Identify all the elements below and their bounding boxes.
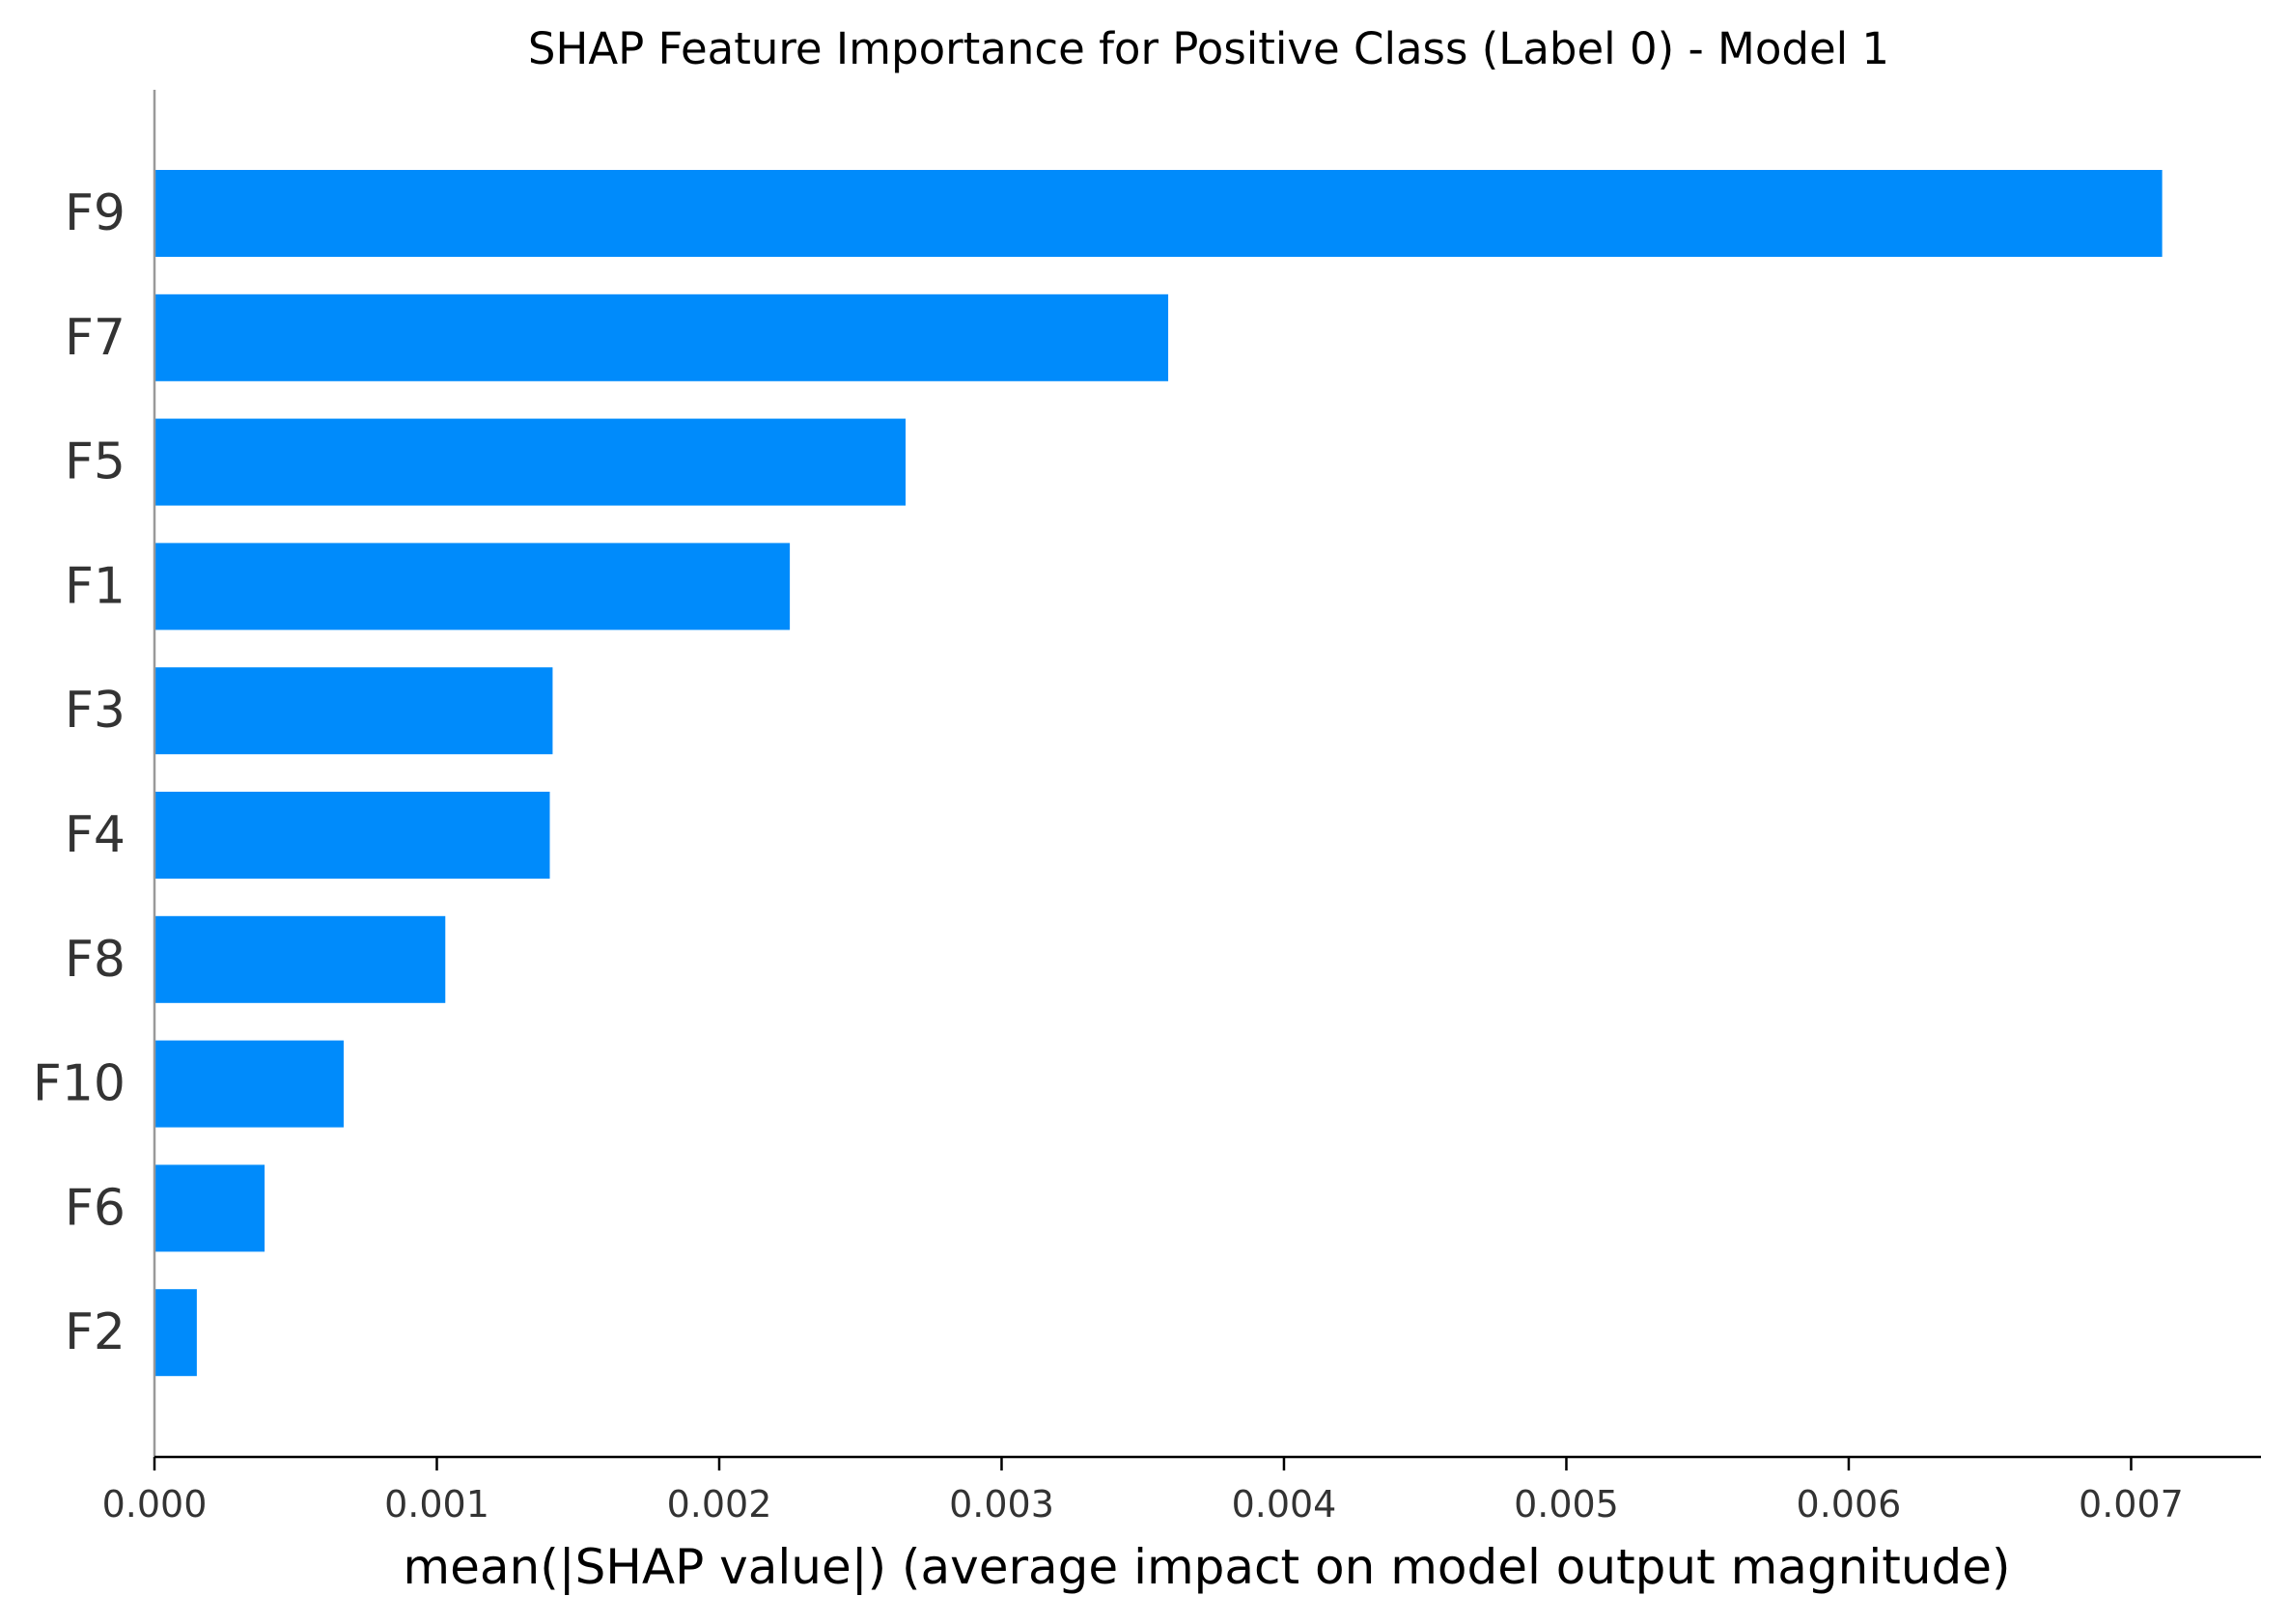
x-ticks: 0.000 0.001 0.002 0.003 0.004 0.005 0.006 0.007 — [102, 1457, 2184, 1526]
chart-title: SHAP Feature Importance for Positive Cla… — [528, 23, 1889, 74]
bar-f9 — [154, 170, 2163, 257]
y-tick-label-f4: F4 — [65, 806, 126, 864]
y-tick-label-f2: F2 — [65, 1303, 126, 1361]
y-tick-label-f6: F6 — [65, 1179, 126, 1237]
bar-f4 — [154, 792, 550, 879]
x-tick-label: 0.000 — [102, 1483, 208, 1526]
bar-f6 — [154, 1164, 265, 1252]
y-tick-label-f3: F3 — [65, 682, 126, 740]
bar-f10 — [154, 1040, 344, 1128]
bar-f7 — [154, 294, 1169, 381]
y-tick-label-f1: F1 — [65, 557, 126, 615]
y-tick-label-f9: F9 — [65, 184, 126, 242]
x-axis-label: mean(|SHAP value|) (average impact on mo… — [403, 1539, 2010, 1595]
x-tick-label: 0.007 — [2079, 1483, 2184, 1526]
bar-f2 — [154, 1289, 197, 1377]
y-tick-label-f5: F5 — [65, 434, 126, 491]
bar-f5 — [154, 418, 907, 506]
x-tick-label: 0.005 — [1514, 1483, 1619, 1526]
x-tick-label: 0.001 — [384, 1483, 489, 1526]
y-tick-labels: F9 F7 F5 F1 F3 F4 F8 F10 F6 F2 — [33, 184, 126, 1361]
x-tick-label: 0.002 — [667, 1483, 772, 1526]
bar-f3 — [154, 667, 553, 755]
y-tick-label-f8: F8 — [65, 931, 126, 989]
x-tick-label: 0.003 — [949, 1483, 1054, 1526]
y-tick-label-f10: F10 — [33, 1055, 126, 1113]
x-tick-label: 0.004 — [1232, 1483, 1337, 1526]
bar-f1 — [154, 543, 791, 630]
y-tick-label-f7: F7 — [65, 309, 126, 367]
bars-layer — [154, 170, 2163, 1377]
bar-f8 — [154, 915, 446, 1003]
x-tick-label: 0.006 — [1797, 1483, 1902, 1526]
